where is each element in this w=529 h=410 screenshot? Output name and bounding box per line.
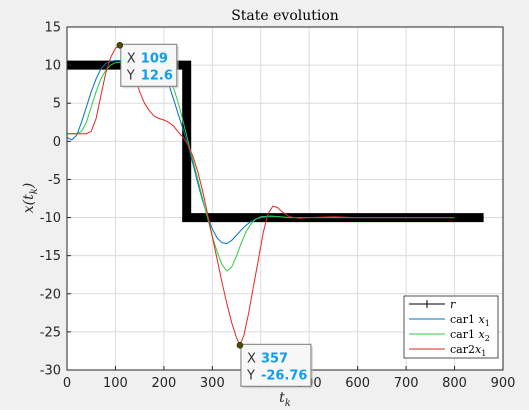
- datatip-box: [120, 43, 178, 87]
- datatip-y-label: Y: [126, 68, 135, 83]
- y-tick-label: 0: [53, 135, 61, 150]
- legend-entry-car1-x1: car1 x1: [409, 313, 490, 328]
- legend-box: [403, 295, 499, 359]
- series-line-car2x-1: [67, 44, 455, 346]
- legend-label-r: r: [450, 298, 456, 311]
- y-tick-label: -15: [40, 249, 61, 264]
- y-tick-label: -10: [40, 211, 61, 226]
- datatips: X 109 Y 12.6 X 357 Y -26.76: [116, 41, 313, 389]
- datatip-y-value: 12.6: [141, 68, 173, 83]
- datatip-marker: [116, 41, 124, 49]
- legend-entry-car2x1: car2x1: [409, 343, 486, 358]
- datatip-box: [240, 343, 312, 387]
- y-tick-label: 15: [44, 21, 61, 36]
- datatip-marker: [236, 342, 244, 349]
- legend: r car1 x1 car1 x2 car2x1: [403, 295, 499, 359]
- legend-label-car2x1: car2x1: [450, 343, 486, 358]
- x-tick-label: 900: [491, 376, 516, 391]
- legend-entry-r: r: [409, 298, 456, 311]
- y-tick-label: -20: [40, 287, 61, 302]
- y-tick-label: 10: [44, 59, 61, 74]
- legend-label-car1-x1: car1 x1: [450, 313, 490, 328]
- datatip[interactable]: X 357 Y -26.76: [236, 342, 313, 389]
- datatip-x-value: 357: [261, 351, 288, 366]
- y-tick-label: -30: [40, 364, 61, 379]
- x-tick-label: 600: [345, 376, 370, 391]
- y-tick-label: 5: [53, 97, 61, 112]
- datatip-x-label: X: [247, 351, 256, 366]
- y-tick-label: -5: [48, 173, 61, 188]
- y-axis-label: x(tk): [21, 183, 40, 214]
- legend-entry-car1-x2: car1 x2: [409, 328, 490, 343]
- datatip-y-value: -26.76: [261, 368, 308, 383]
- x-axis-label: tk: [279, 390, 291, 409]
- legend-label-car1-x2: car1 x2: [450, 328, 490, 343]
- datatip-y-label: Y: [246, 368, 255, 383]
- x-tick-label: 800: [442, 376, 467, 391]
- datatip-x-value: 109: [141, 51, 168, 66]
- chart-title: State evolution: [231, 8, 339, 24]
- datatip-x-label: X: [127, 51, 136, 66]
- y-tick-label: -25: [40, 325, 61, 340]
- x-tick-label: 200: [151, 376, 176, 391]
- x-tick-label: 700: [394, 376, 419, 391]
- datatip[interactable]: X 109 Y 12.6: [116, 41, 179, 89]
- x-tick-label: 100: [103, 376, 128, 391]
- x-tick-label: 0: [63, 376, 71, 391]
- x-tick-label: 300: [200, 376, 225, 391]
